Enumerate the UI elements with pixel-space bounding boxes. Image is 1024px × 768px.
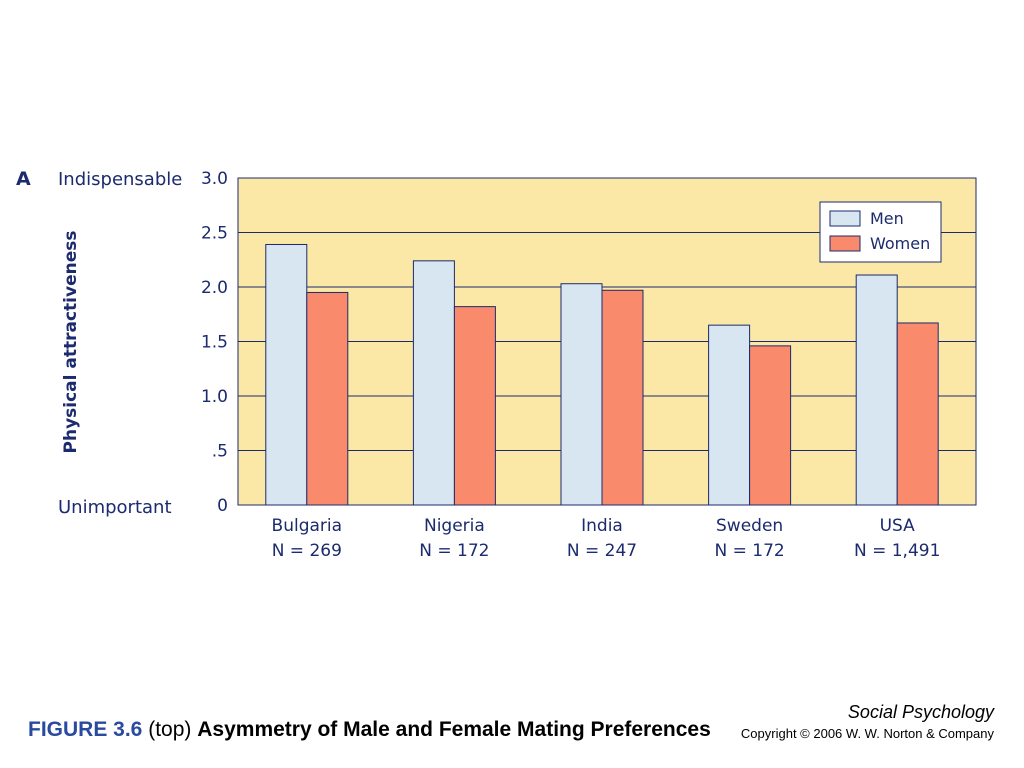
bars — [265, 243, 939, 506]
x-axis-labels: Bulgaria N = 269 Nigeria N = 172 India N = 24… — [272, 516, 941, 561]
legend: Men Women — [819, 201, 942, 263]
y-tick-label: 2.5 — [201, 224, 228, 244]
y-tick-label: 1.0 — [201, 387, 228, 407]
legend-swatch-men — [829, 210, 861, 227]
legend-label-women: Women — [870, 234, 930, 253]
y-tick-label: 0 — [217, 496, 228, 516]
x-category-label: Sweden — [716, 516, 783, 536]
y-axis-ticks: 0 .5 1.0 1.5 2.0 2.5 3.0 — [201, 169, 228, 516]
y-tick-label: .5 — [212, 442, 228, 462]
y-axis-label: Physical attractiveness — [61, 231, 81, 454]
x-category-sample-size: N = 172 — [419, 541, 489, 561]
bar-men-nigeria — [412, 260, 455, 506]
y-anchor-bottom-label: Unimportant — [58, 497, 172, 518]
book-title: Social Psychology — [847, 702, 994, 722]
bar-chart: A Indispensable Unimportant Physical att… — [16, 168, 977, 561]
bar-men-bulgaria — [265, 243, 308, 506]
y-tick-label: 3.0 — [201, 169, 228, 189]
x-category-label: Nigeria — [424, 516, 485, 536]
x-category-label: USA — [880, 516, 916, 536]
x-category-sample-size: N = 247 — [567, 541, 637, 561]
legend-swatch-women — [829, 235, 861, 252]
bar-men-india — [560, 283, 603, 506]
y-tick-label: 1.5 — [201, 333, 228, 353]
figure-part: (top) — [148, 718, 192, 741]
y-tick-label: 2.0 — [201, 278, 228, 298]
x-category-sample-size: N = 1,491 — [854, 541, 940, 561]
bar-men-usa — [855, 274, 898, 506]
bar-men-sweden — [708, 324, 751, 506]
bar-women-usa — [896, 322, 939, 506]
copyright-notice: Copyright © 2006 W. W. Norton & Company — [740, 726, 994, 741]
figure-title: Asymmetry of Male and Female Mating Pref… — [197, 718, 711, 741]
y-anchor-top-label: Indispensable — [58, 169, 182, 190]
panel-label: A — [16, 168, 31, 190]
x-category-label: Bulgaria — [272, 516, 343, 536]
bar-women-sweden — [749, 345, 792, 506]
bar-women-india — [601, 289, 644, 506]
x-category-sample-size: N = 172 — [714, 541, 784, 561]
bar-women-bulgaria — [306, 291, 349, 506]
figure-number: FIGURE 3.6 — [28, 718, 143, 741]
x-category-label: India — [581, 516, 623, 536]
legend-label-men: Men — [870, 209, 904, 228]
bar-women-nigeria — [453, 306, 496, 506]
x-category-sample-size: N = 269 — [272, 541, 342, 561]
figure-caption: FIGURE 3.6 (top) Asymmetry of Male and F… — [28, 718, 711, 742]
